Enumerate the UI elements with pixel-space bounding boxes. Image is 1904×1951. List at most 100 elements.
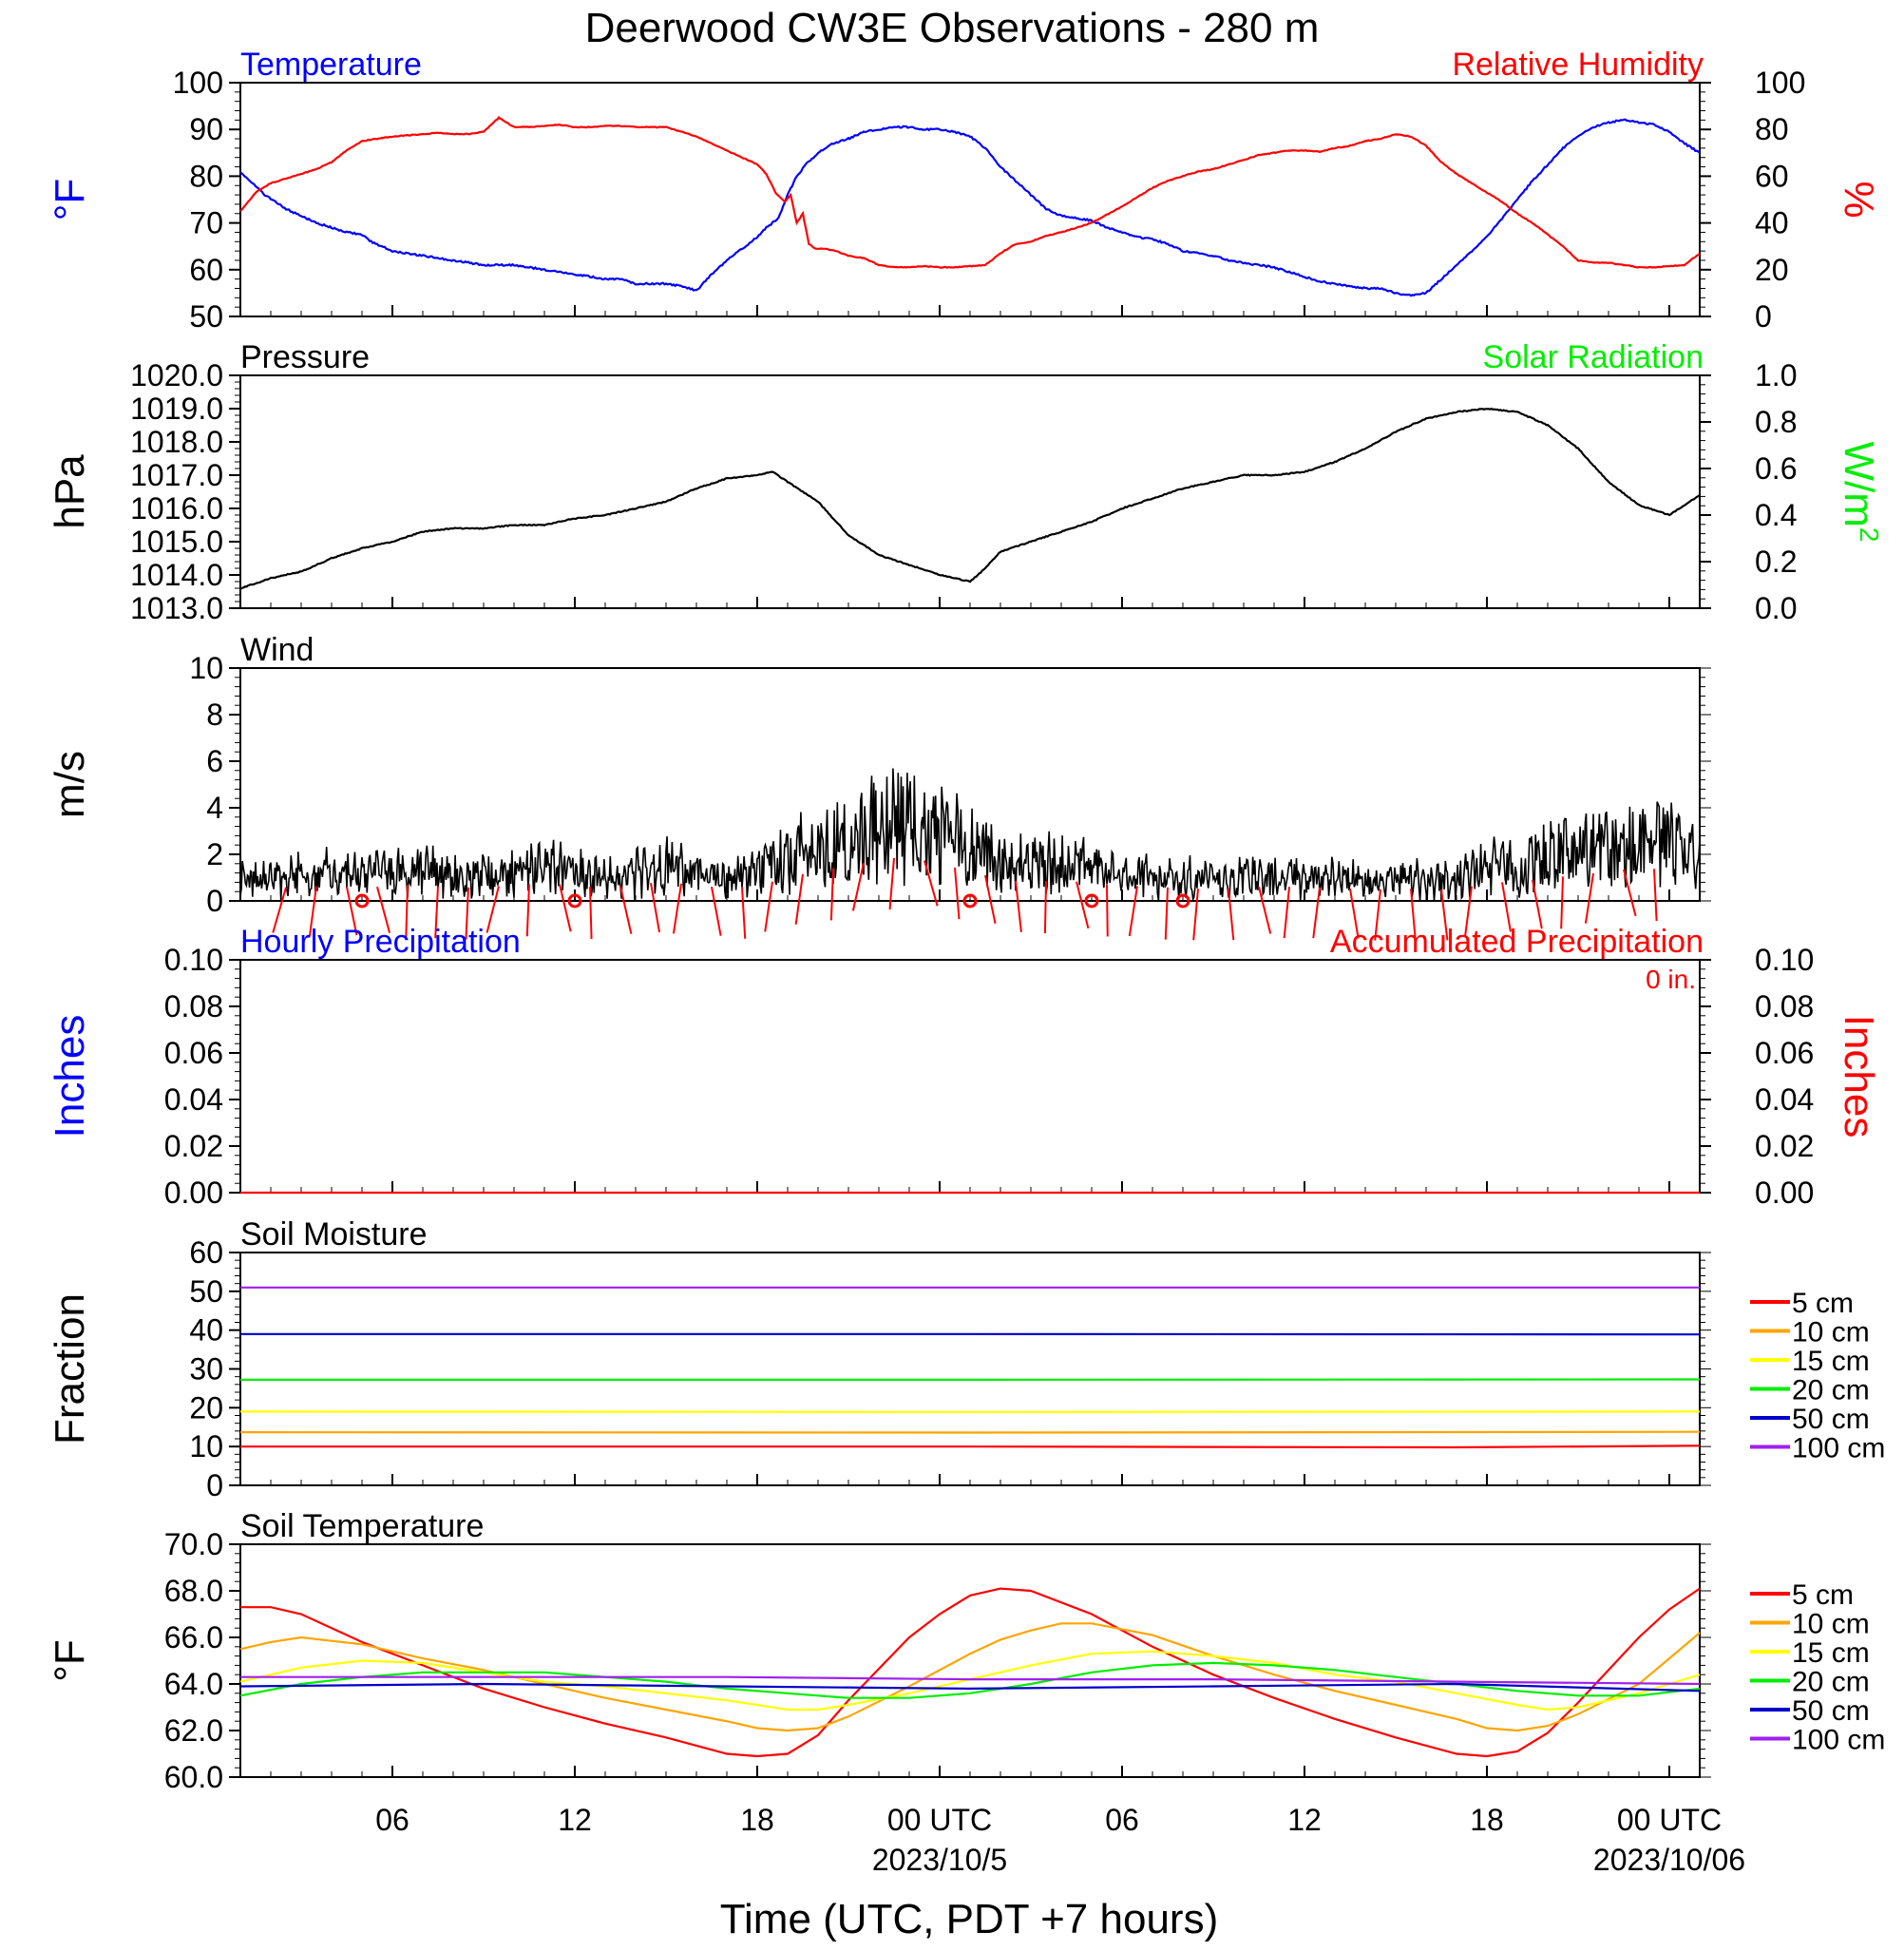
y-axis-label-left: °F (47, 1639, 93, 1681)
legend-label: 100 cm (1792, 1433, 1885, 1464)
wind-barb (1623, 869, 1637, 917)
y-right-tick-label: 0.02 (1755, 1129, 1814, 1163)
series-line-50-cm (239, 1682, 1701, 1693)
y-right-tick-label: 0 (1755, 299, 1772, 334)
wind-barb (1015, 881, 1022, 932)
x-tick-label: 18 (1470, 1803, 1504, 1837)
y-tick-label: 0.10 (164, 943, 223, 977)
y-tick-label: 2 (206, 837, 223, 871)
wind-barb (1164, 887, 1169, 940)
y-tick-label: 62.0 (164, 1713, 223, 1748)
wind-barb (1076, 881, 1090, 929)
y-right-tick-label: 0.4 (1755, 498, 1797, 532)
panel-title-right: Relative Humidity (1452, 47, 1704, 83)
y-tick-label: 1020.0 (130, 358, 223, 392)
y-right-tick-label: 1.0 (1755, 358, 1797, 392)
y-tick-label: 0.04 (164, 1082, 223, 1117)
wind-barb (711, 886, 722, 936)
wind-barb (308, 886, 317, 937)
y-tick-label: 70 (189, 206, 223, 240)
panel-title-right: Solar Radiation (1483, 339, 1704, 375)
panel-title-left: Pressure (240, 339, 370, 375)
y-axis-label-superscript: 2 (1855, 527, 1884, 543)
y-right-tick-label: 40 (1755, 206, 1789, 240)
wind-barb (1312, 887, 1321, 939)
wind-barb (376, 886, 391, 933)
wind-barb (984, 874, 997, 925)
legend-label: 50 cm (1792, 1404, 1870, 1435)
series-line-10-cm (239, 1430, 1701, 1434)
legend-label: 20 cm (1792, 1375, 1870, 1406)
legend-label: 10 cm (1792, 1609, 1870, 1640)
plot-frame (239, 1543, 1701, 1778)
y-tick-label: 1017.0 (130, 458, 223, 492)
y-tick-label: 1016.0 (130, 491, 223, 526)
wind-barb (1532, 879, 1543, 929)
y-tick-label: 60.0 (164, 1760, 223, 1794)
plot-frame (239, 82, 1701, 317)
panel-soil_temperature: 60.0 62.0 64.0 66.0 68.0 70.0 Soil Temperature… (47, 1508, 1885, 1794)
panel-wind: 0 2 4 6 8 10 Wind m/s (47, 632, 1711, 941)
calm-wind-marker (567, 893, 582, 909)
series-line-100-cm (240, 1675, 1701, 1686)
y-right-tick-label: 60 (1755, 159, 1789, 193)
wind-barb (272, 887, 287, 933)
series-line-5-cm (240, 1444, 1701, 1449)
wind-barb (1501, 882, 1512, 932)
panel-title-left: Wind (240, 632, 314, 668)
wind-barb (346, 886, 358, 936)
legend-label: 20 cm (1792, 1667, 1870, 1698)
calm-wind-marker (1084, 893, 1099, 909)
calm-wind-marker (962, 893, 978, 909)
wind-barb (829, 868, 834, 921)
x-tick-label: 12 (1287, 1803, 1322, 1837)
wind-barb (764, 881, 773, 932)
wind-barb (1653, 869, 1658, 922)
y-right-tick-label: 0.06 (1755, 1036, 1814, 1070)
wind-barb (1043, 881, 1047, 934)
calm-wind-marker (354, 893, 370, 909)
x-tick-date-label: 2023/10/5 (872, 1843, 1007, 1877)
y-axis-label-left: Inches (47, 1015, 93, 1138)
x-tick-label: 06 (1105, 1803, 1139, 1837)
panel-pressure: 1013.01014.01015.01016.01017.01018.01019… (47, 339, 1884, 625)
legend-label: 15 cm (1792, 1346, 1870, 1377)
y-right-tick-label: 0.0 (1755, 591, 1797, 625)
x-tick-date-label: 2023/10/06 (1593, 1843, 1745, 1877)
y-right-tick-label: 0.2 (1755, 545, 1797, 579)
series-line-temp_rh-0 (239, 118, 1701, 297)
wind-barb (1283, 887, 1290, 939)
panel-title-left: Hourly Precipitation (240, 924, 521, 960)
y-tick-label: 6 (206, 744, 223, 778)
legend-label: 50 cm (1792, 1695, 1870, 1727)
y-right-tick-label: 0.10 (1755, 943, 1814, 977)
wind-barb (589, 887, 593, 940)
y-axis-label-left: m/s (47, 751, 93, 818)
y-tick-label: 70.0 (164, 1527, 223, 1561)
wind-barb (1463, 886, 1473, 937)
x-tick-label: 18 (740, 1803, 774, 1837)
legend-label: 100 cm (1792, 1725, 1885, 1756)
y-right-tick-label: 0.8 (1755, 405, 1797, 439)
wind-barb (923, 860, 939, 907)
wind-barb (1106, 884, 1109, 937)
y-tick-label: 68.0 (164, 1574, 223, 1608)
series-line-15-cm (239, 1650, 1701, 1712)
y-right-tick-label: 0.08 (1755, 989, 1814, 1023)
wind-barb (486, 886, 500, 933)
calm-wind-marker (1175, 893, 1190, 909)
legend-label: 5 cm (1792, 1288, 1854, 1319)
wind-barb (1560, 876, 1564, 929)
series-line-wind-0 (239, 768, 1701, 903)
x-tick-label: 00 UTC (1617, 1803, 1722, 1837)
wind-barb (1584, 872, 1594, 924)
chart-title: Deerwood CW3E Observations - 280 m (585, 5, 1320, 51)
y-axis-label-right: Inches (1836, 1015, 1882, 1138)
y-tick-label: 0 (206, 1468, 223, 1502)
y-tick-label: 60 (189, 1235, 223, 1270)
panel-precip: 0.00 0.02 0.04 0.06 0.08 0.10 0.00 0.02 0.04 0.06… (47, 924, 1882, 1210)
wind-barb (619, 886, 633, 934)
wind-barb (559, 884, 572, 932)
